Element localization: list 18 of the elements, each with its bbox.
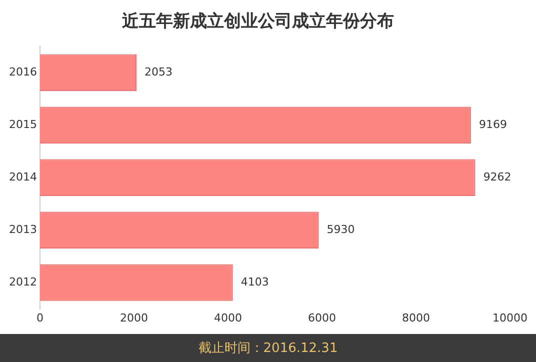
x-tick-label: 8000: [402, 311, 430, 324]
y-tick-label: 2014: [8, 170, 37, 184]
data-label: 5930: [326, 222, 355, 236]
x-tick-label: 4000: [214, 311, 242, 324]
y-tick-label: 2012: [8, 275, 37, 288]
y-tick-label: 2016: [8, 66, 37, 78]
y-tick-label: 2013: [8, 222, 37, 236]
x-tick-label: 0: [36, 311, 44, 324]
x-tick-label: 10000: [492, 311, 528, 324]
data-label: 9262: [483, 170, 512, 184]
y-tick-label: 2015: [8, 118, 37, 131]
data-label: 9169: [478, 118, 507, 131]
data-label: 2053: [144, 66, 172, 78]
x-tick-label: 6000: [308, 311, 336, 324]
chart-title: 近五年新成立创业公司成立年份分布: [121, 12, 394, 32]
x-tick-label: 2000: [120, 311, 148, 324]
data-label: 4103: [240, 275, 269, 288]
text: 截止时间：2016.12.31: [198, 340, 338, 357]
